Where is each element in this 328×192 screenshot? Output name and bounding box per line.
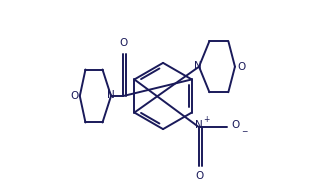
Text: O: O [119, 38, 128, 48]
Text: N: N [107, 90, 115, 100]
Text: O: O [237, 62, 246, 72]
Text: N: N [194, 61, 202, 71]
Text: +: + [203, 115, 210, 124]
Text: O: O [232, 120, 240, 130]
Text: O: O [70, 91, 78, 101]
Text: −: − [241, 127, 248, 137]
Text: O: O [195, 171, 203, 181]
Text: N: N [195, 120, 203, 130]
